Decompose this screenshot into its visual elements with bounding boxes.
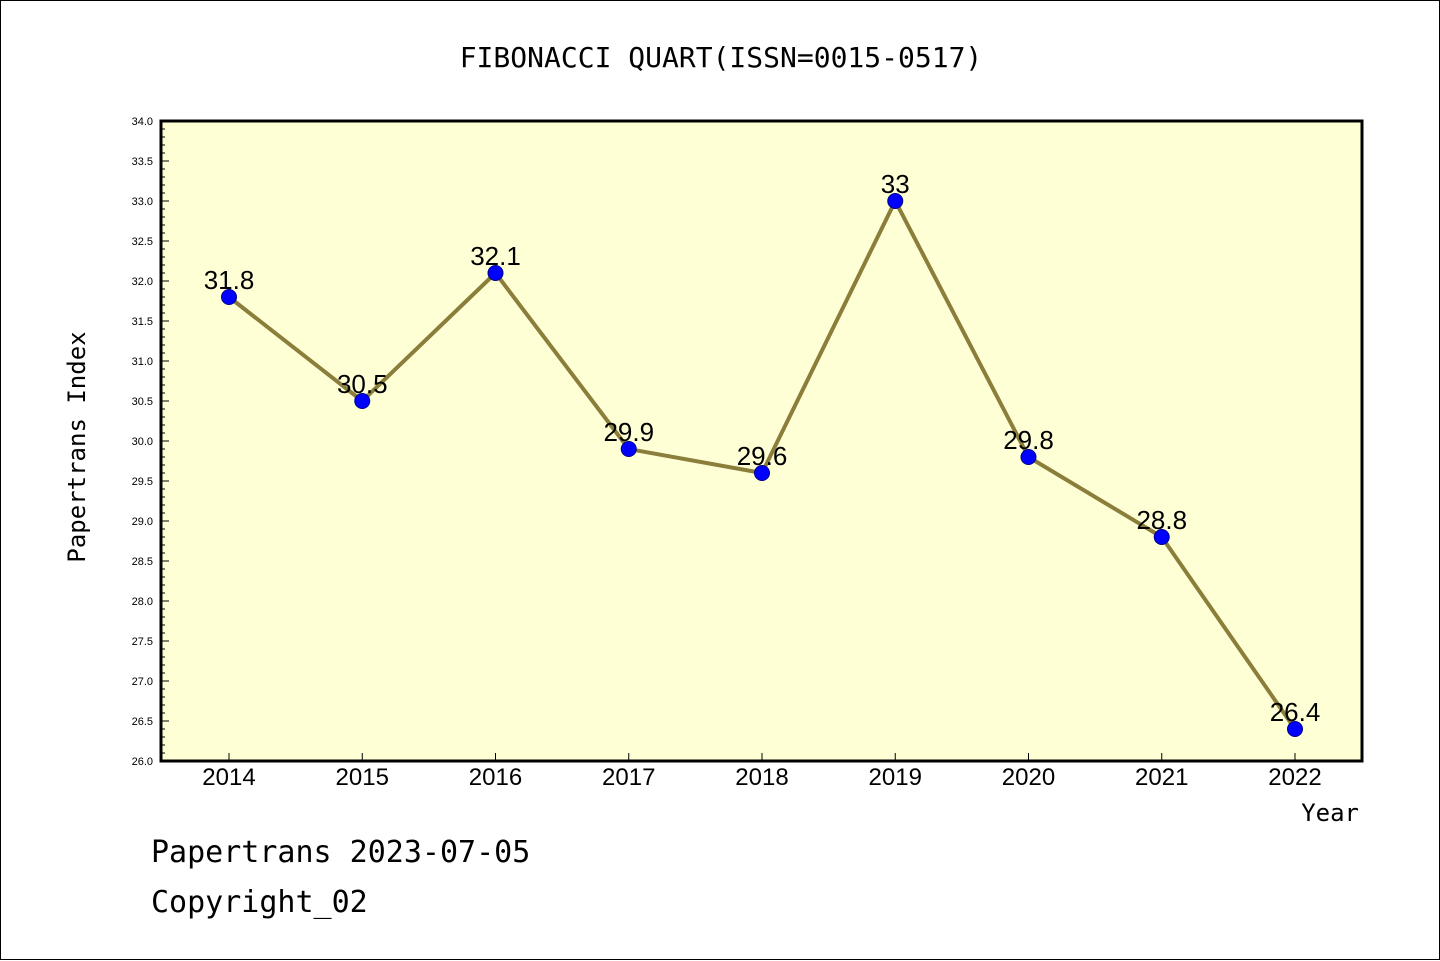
y-tick-label: 26.0 xyxy=(132,756,153,768)
y-tick-label: 29.5 xyxy=(132,476,153,488)
y-tick-label: 33.0 xyxy=(132,196,153,208)
y-axis-title: Papertrans Index xyxy=(63,331,91,562)
x-tick-label: 2019 xyxy=(869,764,922,791)
data-point xyxy=(1020,449,1037,465)
data-label: 31.8 xyxy=(204,265,255,295)
x-tick-label: 2018 xyxy=(735,764,788,791)
x-tick-label: 2016 xyxy=(469,764,522,791)
series-markers xyxy=(221,193,1303,737)
y-tick-label: 32.0 xyxy=(132,276,153,288)
data-label: 29.9 xyxy=(603,417,654,447)
footer-copyright: Copyright_02 xyxy=(151,885,368,920)
footer-date-line: Papertrans 2023-07-05 xyxy=(151,835,531,870)
data-point xyxy=(1287,721,1303,737)
chart-title: FIBONACCI QUART(ISSN=0015-0517) xyxy=(460,41,983,74)
x-axis: 2014 2015 2016 2017 2018 2019 2020 2021 2022 xyxy=(202,753,1322,791)
x-tick-label: 2022 xyxy=(1268,764,1321,791)
y-tick-label: 31.0 xyxy=(132,356,153,368)
y-tick-label: 30.0 xyxy=(132,436,153,448)
y-tick-label: 26.5 xyxy=(132,716,153,728)
data-point xyxy=(1153,529,1170,545)
x-tick-label: 2020 xyxy=(1002,764,1055,791)
y-tick-label: 27.5 xyxy=(132,636,153,648)
data-label: 33 xyxy=(881,169,910,199)
y-tick-label: 30.5 xyxy=(132,396,153,408)
y-tick-label: 34.0 xyxy=(132,116,153,128)
x-tick-label: 2014 xyxy=(202,764,255,791)
x-axis-title: Year xyxy=(1301,799,1359,827)
y-tick-label: 27.0 xyxy=(132,676,153,688)
data-point xyxy=(887,193,904,209)
data-label: 28.8 xyxy=(1136,505,1187,535)
data-label: 29.8 xyxy=(1003,425,1054,455)
x-tick-label: 2021 xyxy=(1135,764,1188,791)
data-label: 26.4 xyxy=(1270,697,1321,727)
data-point xyxy=(354,393,371,409)
data-label: 29.6 xyxy=(737,441,788,471)
data-point xyxy=(620,441,637,457)
data-labels: 31.8 30.5 32.1 29.9 29.6 33 29.8 28.8 26.4 xyxy=(204,169,1321,727)
y-tick-label: 29.0 xyxy=(132,516,153,528)
y-tick-label: 28.5 xyxy=(132,556,153,568)
data-point xyxy=(754,465,770,481)
data-point xyxy=(221,289,237,305)
data-point xyxy=(487,265,504,281)
x-tick-label: 2015 xyxy=(336,764,389,791)
y-tick-label: 31.5 xyxy=(132,316,153,328)
y-tick-label: 32.5 xyxy=(132,236,153,248)
y-tick-label: 28.0 xyxy=(132,596,153,608)
data-label: 30.5 xyxy=(337,369,388,399)
y-axis: 26.0 26.5 27.0 27.5 28.0 28.5 29.0 29.5 30.0 30.5… xyxy=(132,116,169,768)
x-tick-label: 2017 xyxy=(602,764,655,791)
y-tick-label: 33.5 xyxy=(132,156,153,168)
data-label: 32.1 xyxy=(470,241,521,271)
plot-area xyxy=(159,119,1364,763)
